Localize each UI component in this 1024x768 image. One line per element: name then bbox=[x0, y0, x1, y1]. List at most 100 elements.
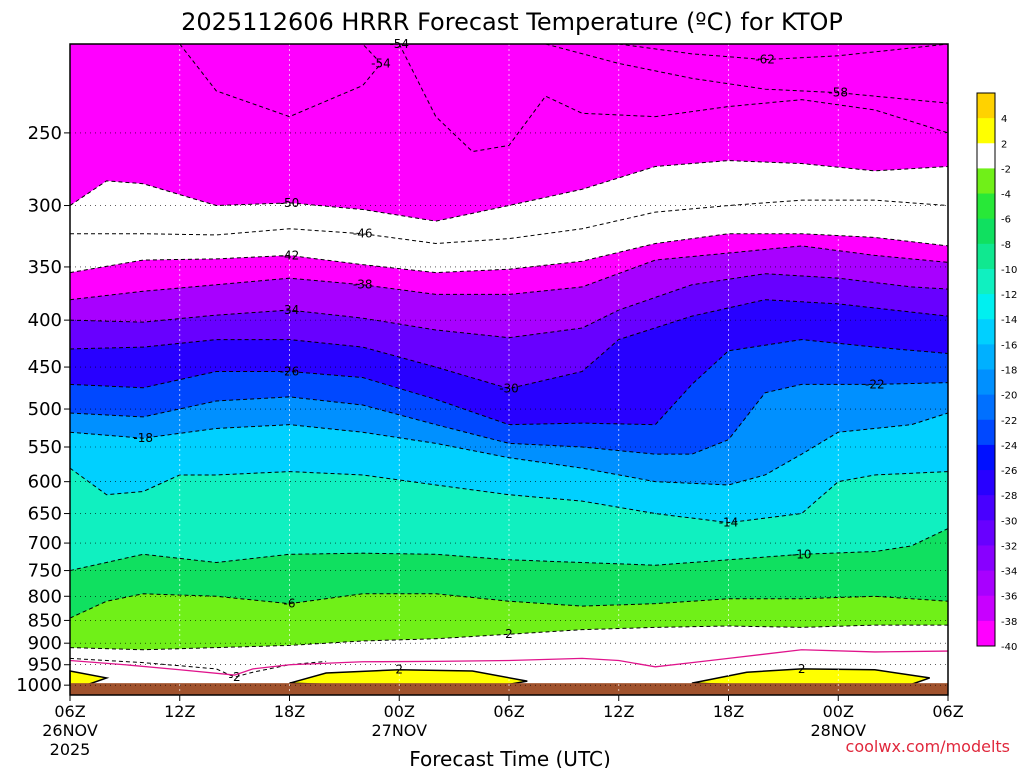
isotherm-label: -18 bbox=[133, 431, 153, 445]
colorbar-swatch bbox=[977, 595, 995, 622]
isotherm--26 bbox=[69, 339, 949, 426]
colorbar-label: 2 bbox=[1001, 139, 1007, 150]
colorbar-swatch bbox=[977, 394, 995, 421]
x-tick-date: 28NOV bbox=[810, 721, 866, 740]
x-tick-label: 18Z bbox=[713, 702, 744, 721]
x-tick-date: 27NOV bbox=[371, 721, 427, 740]
isotherm-label: -2 bbox=[229, 670, 241, 684]
x-tick-label: 06Z bbox=[493, 702, 524, 721]
colorbar-label: -2 bbox=[1001, 164, 1011, 175]
isotherm--34 bbox=[69, 273, 949, 339]
y-tick-label: 450 bbox=[28, 357, 62, 378]
isotherm--14 bbox=[69, 467, 949, 524]
y-tick-label: 250 bbox=[28, 123, 62, 144]
isotherm--30 bbox=[69, 299, 949, 390]
colorbar-border bbox=[976, 92, 996, 647]
isotherm-label: -50 bbox=[280, 196, 300, 210]
colorbar-label: -8 bbox=[1001, 240, 1011, 251]
x-tick-date: 26NOV bbox=[42, 721, 98, 740]
colorbar-swatch bbox=[977, 243, 995, 270]
colorbar-label: -12 bbox=[1001, 290, 1017, 301]
colorbar-swatch bbox=[977, 168, 995, 195]
colorbar-label: 4 bbox=[1001, 114, 1007, 125]
chart-title: 2025112606 HRRR Forecast Temperature (ºC… bbox=[181, 8, 843, 36]
colorbar-swatch bbox=[977, 620, 995, 647]
colorbar-swatch bbox=[977, 294, 995, 320]
x-tick-label: 12Z bbox=[603, 702, 634, 721]
isotherm-label: -62 bbox=[755, 53, 775, 67]
x-tick-label: 12Z bbox=[164, 702, 195, 721]
colorbar-label: -26 bbox=[1001, 466, 1017, 477]
x-tick-label: 06Z bbox=[932, 702, 963, 721]
colorbar-swatch bbox=[977, 218, 995, 245]
isotherm-label: -54 bbox=[371, 56, 391, 70]
y-tick-label: 900 bbox=[28, 633, 62, 654]
y-tick-label: 950 bbox=[28, 655, 62, 676]
isotherm-label: -46 bbox=[353, 227, 373, 241]
isotherm-label: 2 bbox=[395, 663, 403, 677]
isotherm--58 bbox=[545, 43, 949, 104]
isotherm--18 bbox=[69, 412, 949, 486]
colorbar-swatch bbox=[977, 268, 995, 295]
colorbar-label: -30 bbox=[1001, 516, 1017, 527]
colorbar-swatch bbox=[977, 570, 995, 597]
colorbar-swatch bbox=[977, 369, 995, 396]
isotherm-label: -34 bbox=[280, 303, 300, 317]
isotherm--2 bbox=[69, 657, 327, 678]
credit-text: coolwx.com/modelts bbox=[846, 737, 1010, 756]
colorbar-swatch bbox=[977, 545, 995, 572]
isotherm-label: 2 bbox=[505, 627, 513, 641]
plot-area: -62-58-54-54-50-46-42-38-34-30-26-22-18-… bbox=[69, 37, 949, 696]
x-tick-label: 06Z bbox=[54, 702, 85, 721]
colorbar-label: -28 bbox=[1001, 491, 1017, 502]
colorbar-label: -6 bbox=[1001, 215, 1011, 226]
y-tick-label: 400 bbox=[28, 310, 62, 331]
colorbar-swatch bbox=[977, 444, 995, 471]
x-tick-year: 2025 bbox=[50, 740, 91, 759]
colorbar-swatch bbox=[977, 520, 995, 546]
colorbar-swatch bbox=[977, 319, 995, 345]
y-tick-label: 650 bbox=[28, 504, 62, 525]
colorbar-label: -34 bbox=[1001, 567, 1017, 578]
colorbar-label: -10 bbox=[1001, 265, 1017, 276]
colorbar-label: -36 bbox=[1001, 592, 1017, 603]
colorbar-label: -32 bbox=[1001, 541, 1017, 552]
isotherm-label: -42 bbox=[280, 248, 300, 262]
isotherm--22 bbox=[69, 382, 949, 455]
isotherm--6 bbox=[69, 593, 949, 619]
y-tick-label: 350 bbox=[28, 257, 62, 278]
colorbar-swatch bbox=[977, 193, 995, 220]
colorbar-swatch bbox=[977, 419, 995, 446]
isotherm-label: 2 bbox=[798, 662, 806, 676]
freezing-line bbox=[69, 649, 949, 676]
colorbar-label: -40 bbox=[1001, 642, 1017, 653]
y-axis: 2503003504004505005506006507007508008509… bbox=[16, 123, 70, 696]
y-tick-label: 750 bbox=[28, 561, 62, 582]
isotherm--62 bbox=[618, 43, 949, 61]
isotherm--54 bbox=[398, 43, 949, 153]
isotherm-label: -38 bbox=[353, 278, 373, 292]
y-tick-label: 700 bbox=[28, 533, 62, 554]
isotherm-label: -14 bbox=[719, 516, 739, 530]
y-tick-label: 800 bbox=[28, 586, 62, 607]
isotherm-label: -10 bbox=[792, 547, 812, 561]
y-tick-label: 500 bbox=[28, 399, 62, 420]
x-tick-label: 00Z bbox=[823, 702, 854, 721]
y-tick-label: 550 bbox=[28, 437, 62, 458]
isotherm-label: -6 bbox=[284, 597, 296, 611]
colorbar-swatch bbox=[977, 495, 995, 521]
y-tick-label: 600 bbox=[28, 472, 62, 493]
isotherm--10 bbox=[69, 528, 949, 572]
colorbar-swatch bbox=[977, 118, 995, 144]
colorbar-label: -16 bbox=[1001, 340, 1017, 351]
colorbar-label: -24 bbox=[1001, 441, 1017, 452]
colorbar-swatch bbox=[977, 93, 995, 119]
y-tick-label: 300 bbox=[28, 196, 62, 217]
colorbar-swatch bbox=[977, 344, 995, 370]
isotherm-label: -30 bbox=[499, 382, 519, 396]
isotherm--54 bbox=[179, 43, 382, 118]
temperature-colorbar: 4 2 -2 -4 -6 -8 -10 -12 -14 -16 -18 -20 -22 -24 -26 -28… bbox=[976, 92, 1017, 653]
isotherm-label: -58 bbox=[828, 86, 848, 100]
